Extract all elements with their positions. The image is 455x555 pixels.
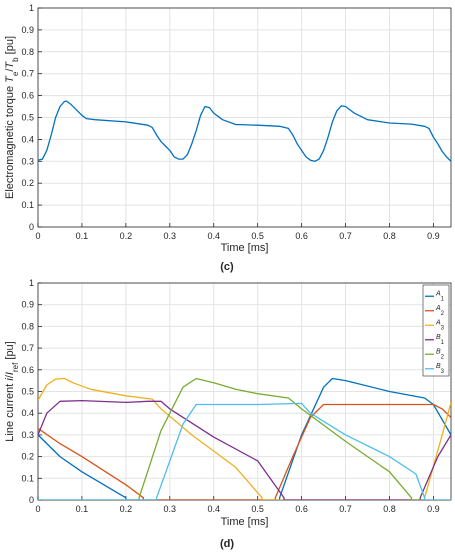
y-tick-label: 0.5 — [21, 113, 34, 123]
x-tick-label: 0.3 — [164, 231, 177, 241]
series-line-A2 — [38, 403, 451, 500]
x-tick-label: 0.8 — [383, 504, 396, 514]
x-tick-label: 0.1 — [76, 231, 89, 241]
x-tick-label: 0 — [35, 231, 40, 241]
y-tick-label: 0.7 — [21, 69, 34, 79]
y-tick-label: 0 — [29, 495, 34, 505]
x-tick-label: 0.7 — [339, 231, 352, 241]
x-tick-label: 0.4 — [207, 504, 220, 514]
x-tick-label: 0.5 — [251, 504, 264, 514]
y-tick-label: 0.6 — [21, 91, 34, 101]
x-tick-label: 0.7 — [339, 504, 352, 514]
y-tick-label: 0.2 — [21, 178, 34, 188]
y-tick-label: 0.8 — [21, 47, 34, 57]
x-tick-label: 0.1 — [76, 504, 89, 514]
legend-label-A1: A1 — [435, 290, 445, 302]
y-tick-label: 0.3 — [21, 156, 34, 166]
x-tick-label: 0 — [35, 504, 40, 514]
x-tick-label: 0.6 — [295, 504, 308, 514]
series-line-1 — [38, 100, 451, 162]
series-line-A1 — [38, 377, 451, 500]
legend-label-A3: A3 — [435, 319, 445, 331]
y-tick-label: 1 — [29, 3, 34, 13]
y-tick-label: 0.1 — [21, 200, 34, 210]
y-tick-label: 0.3 — [21, 430, 34, 440]
series-line-B1 — [38, 399, 451, 500]
legend-label-B2: B2 — [436, 348, 445, 360]
series-line-B3 — [38, 402, 451, 500]
y-tick-label: 0.4 — [21, 408, 34, 418]
x-tick-label: 0.2 — [120, 504, 133, 514]
y-tick-label: 0.6 — [21, 365, 34, 375]
legend: A1 A2 A3 B1 B2 B3 — [422, 284, 450, 377]
legend-label-B1: B1 — [436, 334, 445, 346]
x-tick-label: 0.5 — [251, 231, 264, 241]
x-tick-label: 0.8 — [383, 231, 396, 241]
y-tick-label: 0.9 — [21, 300, 34, 310]
y-tick-label: 0.8 — [21, 321, 34, 331]
chart-c-torque: 0 0.1 0.2 0.3 0.4 0.5 0.6 0.7 0.8 0.9 0 0.1 0.2 0.3 0.… — [4, 3, 452, 254]
series-line-B2 — [38, 377, 451, 500]
legend-label-B3: B3 — [436, 363, 445, 375]
legend-label-A2: A2 — [435, 305, 445, 317]
y-tick-label: 0.1 — [21, 473, 34, 483]
x-axis-label: Time [ms] — [221, 242, 269, 254]
y-tick-label: 0 — [29, 222, 34, 232]
y-tick-label: 0.5 — [21, 387, 34, 397]
x-tick-label: 0.9 — [427, 504, 440, 514]
y-tick-label: 0.9 — [21, 25, 34, 35]
legend-box — [422, 284, 450, 377]
caption-d: (d) — [220, 538, 234, 550]
y-tick-label: 0.4 — [21, 134, 34, 144]
x-tick-label: 0.2 — [120, 231, 133, 241]
caption-c: (c) — [220, 261, 234, 273]
x-tick-label: 0.9 — [427, 231, 440, 241]
x-tick-label: 0.4 — [207, 231, 220, 241]
y-axis-label: Electromagnetic torque Te/Tb [pu] — [4, 36, 20, 199]
x-tick-label: 0.3 — [164, 504, 177, 514]
x-tick-label: 0.6 — [295, 231, 308, 241]
y-axis-label: Line current i/Iref [pu] — [4, 341, 20, 441]
y-tick-label: 0.7 — [21, 343, 34, 353]
x-axis-label: Time [ms] — [221, 516, 269, 528]
y-tick-label: 0.2 — [21, 452, 34, 462]
y-tick-label: 1 — [29, 278, 34, 288]
chart-d-line-current: 0 0.1 0.2 0.3 0.4 0.5 0.6 0.7 0.8 0.9 0 0.1 0.2 0.3 0.… — [4, 278, 452, 528]
